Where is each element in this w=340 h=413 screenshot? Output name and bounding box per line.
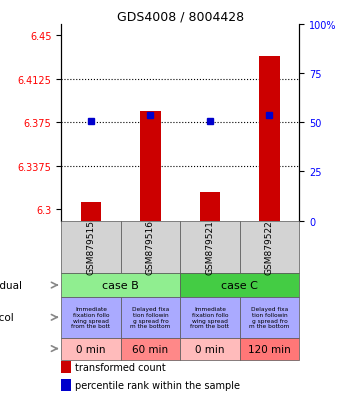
Bar	[180, 273, 299, 297]
Bar	[180, 297, 240, 338]
Bar	[61, 297, 121, 338]
Text: protocol: protocol	[0, 313, 14, 323]
Text: 60 min: 60 min	[132, 344, 169, 354]
Bar	[61, 273, 180, 297]
Bar	[140, 112, 161, 221]
Bar	[240, 221, 299, 273]
Text: 0 min: 0 min	[76, 344, 106, 354]
Bar	[61, 361, 71, 373]
Text: GSM879516: GSM879516	[146, 220, 155, 275]
Text: percentile rank within the sample: percentile rank within the sample	[75, 380, 240, 390]
Text: Delayed fixa
tion followin
g spread fro
m the bottom: Delayed fixa tion followin g spread fro …	[130, 306, 171, 329]
Title: GDS4008 / 8004428: GDS4008 / 8004428	[117, 11, 244, 24]
Text: case C: case C	[221, 280, 258, 290]
Bar	[121, 297, 180, 338]
Text: Immediate
fixation follo
wing spread
from the bott: Immediate fixation follo wing spread fro…	[190, 306, 230, 329]
Bar	[200, 192, 220, 221]
Text: case B: case B	[102, 280, 139, 290]
Text: individual: individual	[0, 280, 22, 290]
Text: Immediate
fixation follo
wing spread
from the bott: Immediate fixation follo wing spread fro…	[71, 306, 110, 329]
Bar	[121, 221, 180, 273]
Text: 0 min: 0 min	[195, 344, 225, 354]
Text: Delayed fixa
tion followin
g spread fro
m the bottom: Delayed fixa tion followin g spread fro …	[249, 306, 290, 329]
Bar	[180, 338, 240, 360]
Bar	[259, 57, 280, 221]
Bar	[61, 380, 71, 392]
Text: GSM879522: GSM879522	[265, 220, 274, 275]
Bar	[180, 221, 240, 273]
Text: GSM879515: GSM879515	[86, 220, 96, 275]
Text: 120 min: 120 min	[248, 344, 291, 354]
Bar	[121, 338, 180, 360]
Bar	[240, 338, 299, 360]
Bar	[61, 338, 121, 360]
Text: GSM879521: GSM879521	[205, 220, 215, 275]
Bar	[81, 203, 101, 221]
Bar	[240, 297, 299, 338]
Bar	[61, 221, 121, 273]
Text: transformed count: transformed count	[75, 362, 166, 372]
